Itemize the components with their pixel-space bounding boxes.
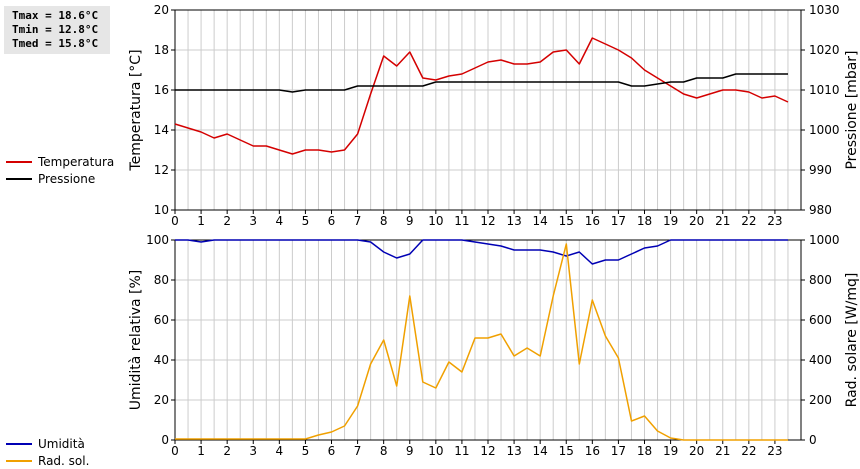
x-tick-label: 0 — [171, 444, 179, 458]
x-tick-label: 23 — [767, 214, 782, 228]
x-tick-label: 14 — [533, 444, 548, 458]
x-tick-label: 16 — [585, 444, 600, 458]
series-line-rad-sol — [175, 243, 788, 441]
y-right-tick-label: 200 — [809, 393, 832, 407]
x-tick-label: 13 — [506, 214, 521, 228]
x-tick-label: 22 — [741, 214, 756, 228]
y-left-tick-label: 20 — [154, 393, 169, 407]
x-tick-label: 3 — [249, 214, 257, 228]
legend-swatch-red — [6, 160, 32, 163]
legend-item-umidita: Umidità — [6, 435, 89, 452]
x-tick-label: 12 — [480, 214, 495, 228]
legend-swatch-blue — [6, 442, 32, 445]
x-tick-label: 20 — [689, 214, 704, 228]
legend-label: Temperatura — [38, 154, 115, 169]
x-tick-label: 11 — [454, 214, 469, 228]
x-tick-label: 21 — [715, 444, 730, 458]
legend-item-temperatura: Temperatura — [6, 153, 114, 170]
y-left-tick-label: 18 — [154, 43, 169, 57]
x-tick-label: 2 — [223, 444, 231, 458]
x-tick-label: 19 — [663, 444, 678, 458]
x-tick-label: 1 — [197, 214, 205, 228]
legend-item-pressione: Pressione — [6, 170, 114, 187]
x-tick-label: 22 — [741, 444, 756, 458]
y-right-tick-label: 1020 — [809, 43, 840, 57]
y-right-tick-label: 1030 — [809, 3, 840, 17]
series-line-pressione — [175, 73, 788, 93]
series-line-temperatura — [174, 37, 789, 155]
y-right-axis-title: Pressione [mbar] — [844, 50, 860, 169]
y-left-axis-title: Temperatura [°C] — [128, 49, 144, 171]
x-tick-label: 7 — [354, 214, 362, 228]
x-tick-label: 0 — [171, 214, 179, 228]
x-tick-label: 8 — [380, 444, 388, 458]
y-left-tick-label: 80 — [154, 273, 169, 287]
y-right-tick-label: 990 — [809, 163, 832, 177]
x-tick-label: 14 — [533, 214, 548, 228]
x-tick-label: 17 — [611, 444, 626, 458]
x-tick-label: 16 — [585, 214, 600, 228]
stats-box: Tmax = 18.6°C Tmin = 12.8°C Tmed = 15.8°… — [4, 6, 110, 54]
x-tick-label: 3 — [249, 444, 257, 458]
x-tick-label: 5 — [302, 444, 310, 458]
x-tick-label: 18 — [637, 444, 652, 458]
y-right-tick-label: 1000 — [809, 123, 840, 137]
y-left-tick-label: 10 — [154, 203, 169, 217]
y-left-axis-title: Umidità relativa [%] — [128, 270, 144, 411]
legend-label: Umidità — [38, 436, 85, 451]
y-left-tick-label: 40 — [154, 353, 169, 367]
x-tick-label: 9 — [406, 214, 414, 228]
x-tick-label: 5 — [302, 214, 310, 228]
y-left-tick-label: 100 — [146, 233, 169, 247]
y-left-tick-label: 16 — [154, 83, 169, 97]
x-tick-label: 9 — [406, 444, 414, 458]
stat-tmax: Tmax = 18.6°C — [12, 9, 99, 22]
x-tick-label: 4 — [276, 444, 284, 458]
x-tick-label: 6 — [328, 444, 336, 458]
x-tick-label: 10 — [428, 444, 443, 458]
y-right-tick-label: 800 — [809, 273, 832, 287]
y-left-tick-label: 60 — [154, 313, 169, 327]
x-tick-label: 17 — [611, 214, 626, 228]
x-tick-label: 21 — [715, 214, 730, 228]
y-right-tick-label: 0 — [809, 433, 817, 447]
x-tick-label: 11 — [454, 444, 469, 458]
y-right-tick-label: 1010 — [809, 83, 840, 97]
x-tick-label: 1 — [197, 444, 205, 458]
x-tick-label: 8 — [380, 214, 388, 228]
x-tick-label: 15 — [559, 444, 574, 458]
x-tick-label: 4 — [276, 214, 284, 228]
x-tick-label: 10 — [428, 214, 443, 228]
y-right-axis-title: Rad. solare [W/mq] — [844, 273, 860, 408]
y-right-tick-label: 1000 — [809, 233, 840, 247]
y-left-tick-label: 0 — [161, 433, 169, 447]
y-right-tick-label: 600 — [809, 313, 832, 327]
legend-label: Pressione — [38, 171, 96, 186]
y-right-tick-label: 980 — [809, 203, 832, 217]
stat-tmed: Tmed = 15.8°C — [12, 37, 99, 50]
x-tick-label: 7 — [354, 444, 362, 458]
x-tick-label: 20 — [689, 444, 704, 458]
x-tick-label: 18 — [637, 214, 652, 228]
y-right-tick-label: 400 — [809, 353, 832, 367]
legend-top: Temperatura Pressione — [6, 153, 114, 187]
legend-swatch-black — [6, 177, 32, 180]
x-tick-label: 6 — [328, 214, 336, 228]
y-left-tick-label: 14 — [154, 123, 169, 137]
series-line-umidità — [175, 239, 788, 265]
x-tick-label: 12 — [480, 444, 495, 458]
x-tick-label: 23 — [767, 444, 782, 458]
x-tick-label: 15 — [559, 214, 574, 228]
stat-tmin: Tmin = 12.8°C — [12, 23, 99, 36]
y-left-tick-label: 12 — [154, 163, 169, 177]
y-left-tick-label: 20 — [154, 3, 169, 17]
x-tick-label: 2 — [223, 214, 231, 228]
x-tick-label: 13 — [506, 444, 521, 458]
x-tick-label: 19 — [663, 214, 678, 228]
